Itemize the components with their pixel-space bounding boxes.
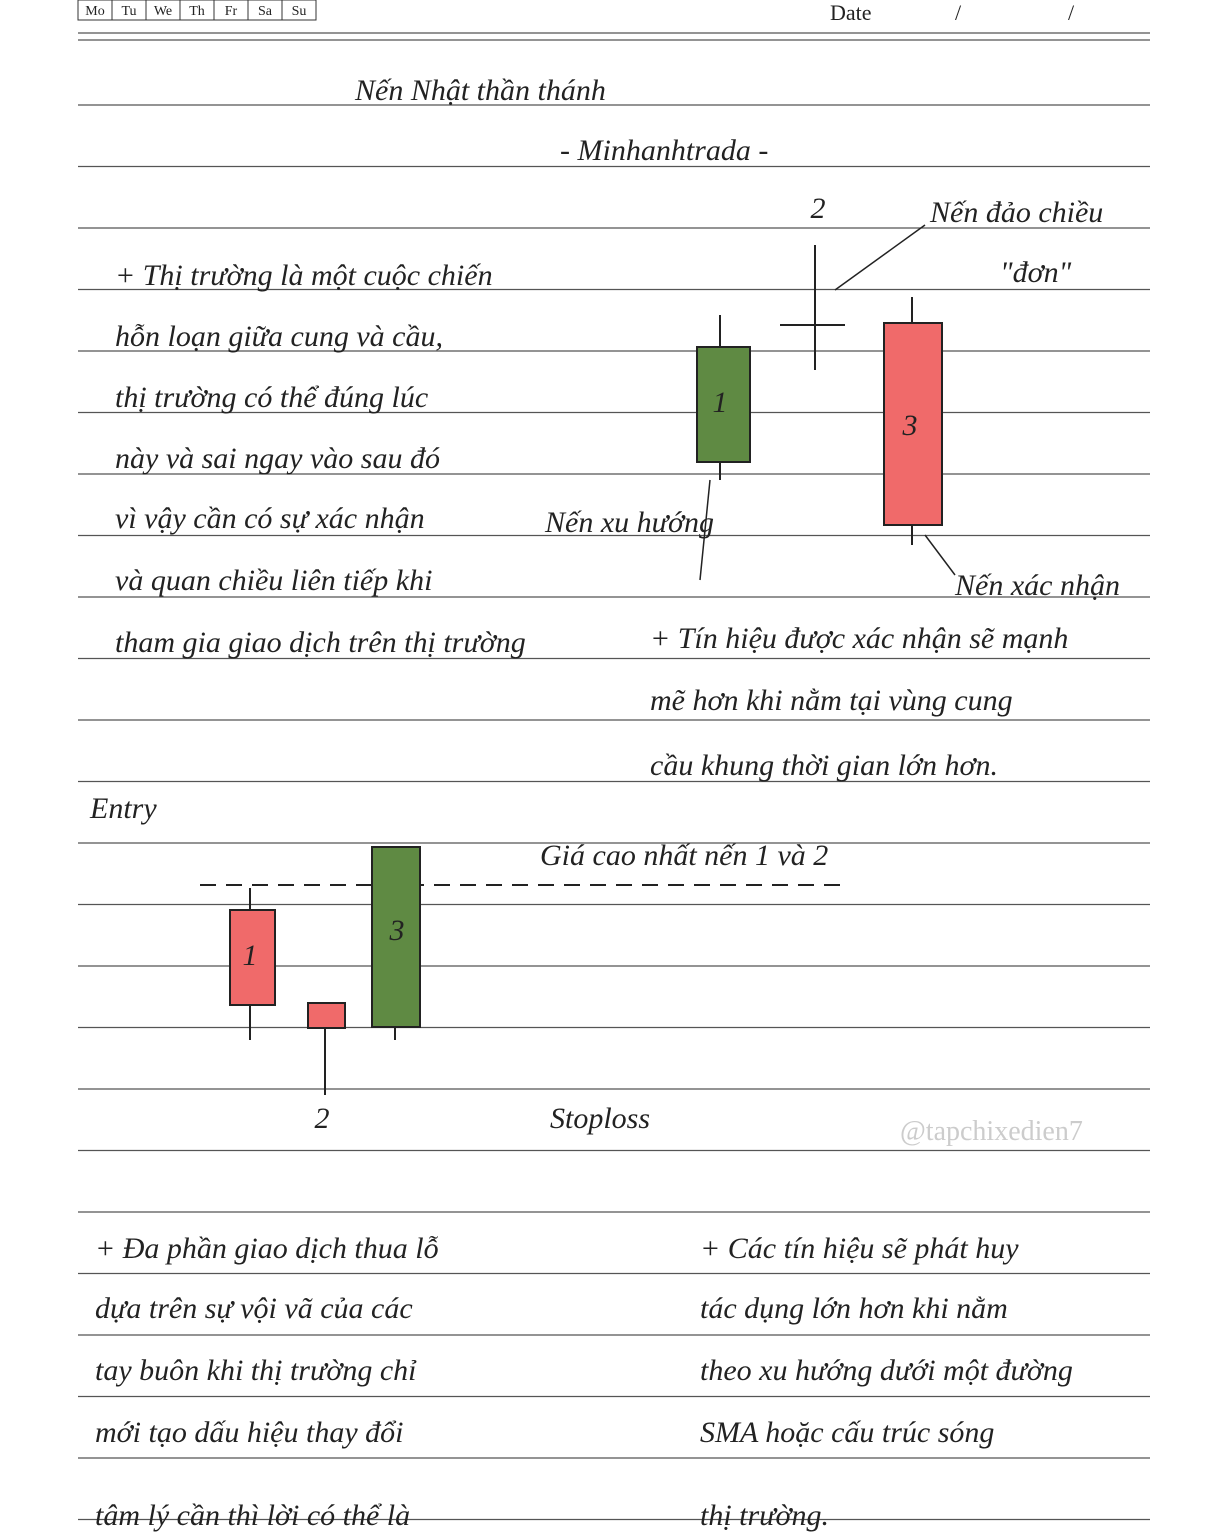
- watermark: @tapchixedien7: [900, 1116, 1083, 1147]
- text-line: + Các tín hiệu sẽ phát huy: [700, 1232, 1019, 1265]
- text-line: này và sai ngay vào sau đó: [115, 442, 440, 475]
- candle-label: 1: [243, 939, 258, 972]
- weekday-box: [281, 0, 317, 21]
- title: Nến Nhật thần thánh: [354, 74, 606, 107]
- text-line: + Đa phần giao dịch thua lỗ: [95, 1232, 439, 1265]
- text-line: tay buôn khi thị trường chỉ: [95, 1354, 417, 1387]
- intro-text: + Thị trường là một cuộc chiến hỗn loạn g…: [115, 259, 526, 659]
- weekday: Tu: [121, 4, 136, 19]
- text-line: thị trường có thể đúng lúc: [115, 381, 428, 414]
- text-line: mẽ hơn khi nằm tại vùng cung: [650, 684, 1013, 717]
- text-line: vì vậy cần có sự xác nhận: [115, 502, 425, 535]
- text-line: + Thị trường là một cuộc chiến: [115, 259, 493, 292]
- confirmation-text: + Tín hiệu được xác nhận sẽ mạnh mẽ hơn k…: [650, 622, 1068, 782]
- text-line: theo xu hướng dưới một đường: [700, 1354, 1073, 1387]
- date-sep: /: [955, 0, 962, 25]
- text-line: mới tạo dấu hiệu thay đổi: [95, 1416, 403, 1449]
- annotation: Giá cao nhất nến 1 và 2: [540, 839, 828, 872]
- annotation: Stoploss: [550, 1102, 650, 1135]
- annotation: Nến xác nhận: [954, 569, 1120, 602]
- text-line: hỗn loạn giữa cung và cầu,: [115, 320, 443, 353]
- candle-label: 3: [902, 409, 918, 442]
- weekday: Sa: [258, 4, 273, 19]
- trend-text: + Các tín hiệu sẽ phát huy tác dụng lớn h…: [700, 1232, 1073, 1532]
- diagram-2: 1 2 3 Giá cao nhất nến 1 và 2 Stoploss: [200, 839, 850, 1135]
- candle-label: 2: [315, 1102, 330, 1135]
- date-label: Date: [830, 0, 872, 25]
- weekday: Mo: [85, 4, 104, 19]
- ruled-lines: [78, 104, 1150, 1521]
- header: Mo Tu We Th Fr Sa Su Date / /: [77, 0, 1150, 41]
- text-line: tham gia giao dịch trên thị trường: [115, 626, 526, 659]
- candle-label: 2: [811, 192, 826, 225]
- text-line: SMA hoặc cấu trúc sóng: [700, 1416, 994, 1449]
- subtitle: - Minhanhtrada -: [560, 134, 768, 167]
- date-sep: /: [1068, 0, 1075, 25]
- weekday: Su: [292, 4, 307, 19]
- text-line: tâm lý cần thì lời có thể là: [95, 1499, 410, 1532]
- text-line: và quan chiều liên tiếp khi: [115, 564, 432, 597]
- text-line: + Tín hiệu được xác nhận sẽ mạnh: [650, 622, 1068, 655]
- text-line: dựa trên sự vội vã của các: [95, 1292, 413, 1325]
- losses-text: + Đa phần giao dịch thua lỗ dựa trên sự v…: [95, 1232, 439, 1532]
- weekday: Fr: [225, 4, 238, 19]
- annotation: Nến đảo chiều: [929, 196, 1103, 229]
- weekday: We: [154, 4, 172, 19]
- text-line: tác dụng lớn hơn khi nằm: [700, 1292, 1008, 1325]
- weekday: Th: [189, 4, 205, 19]
- candle-label: 1: [713, 386, 728, 419]
- annotation: "đơn": [1000, 256, 1072, 289]
- annotation: Nến xu hướng: [544, 506, 714, 539]
- candle-label: 3: [389, 914, 405, 947]
- text-line: cầu khung thời gian lớn hơn.: [650, 749, 998, 782]
- diagram-1: 1 2 3 Nến đảo chiều "đơn" Nến xu hướng N…: [544, 192, 1120, 602]
- text-line: thị trường.: [700, 1499, 829, 1532]
- entry-label: Entry: [89, 792, 157, 825]
